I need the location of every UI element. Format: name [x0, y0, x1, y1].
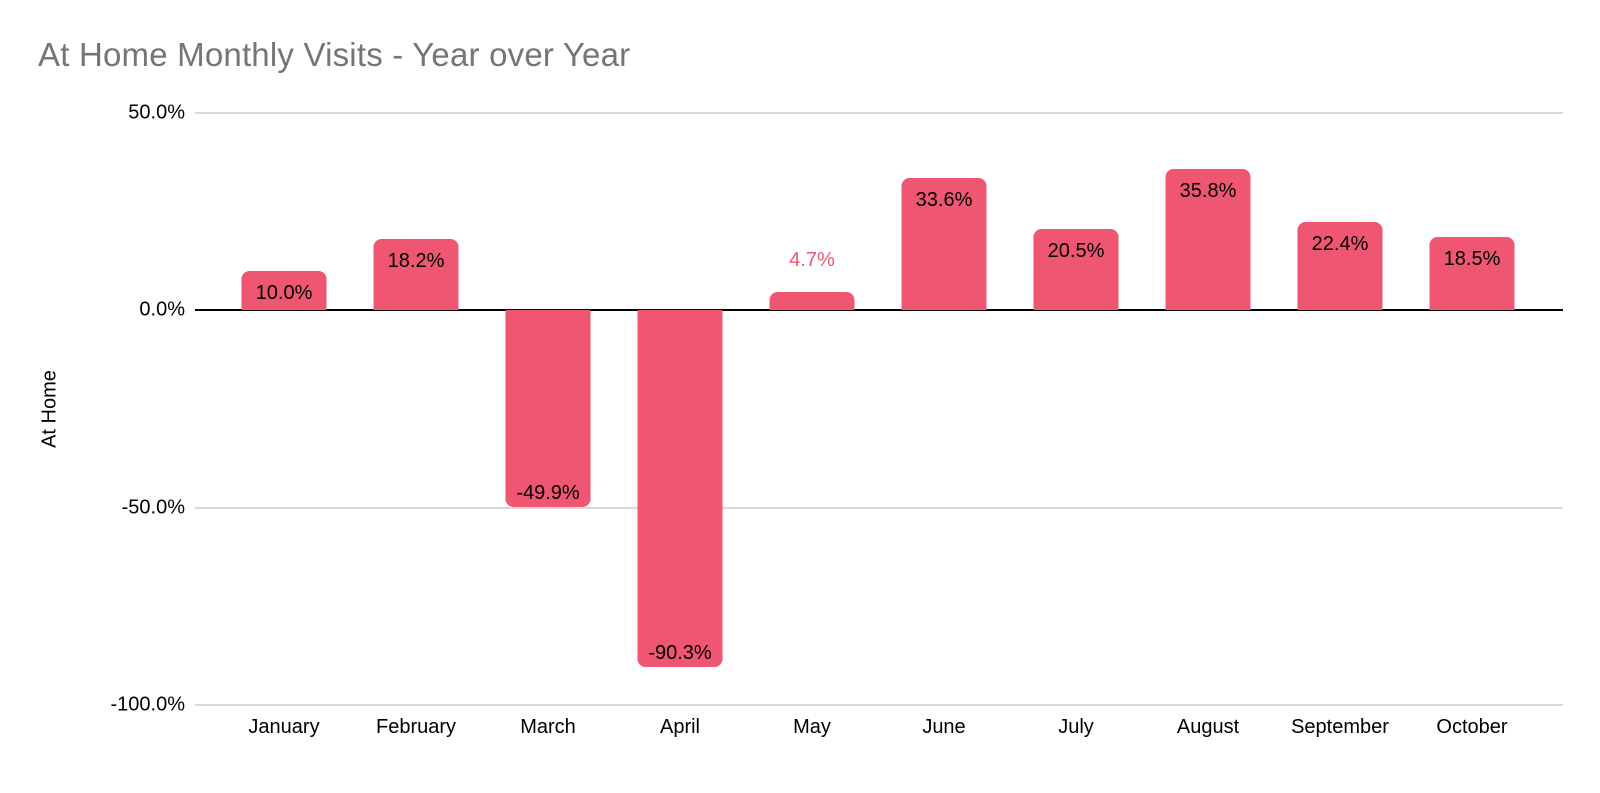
bar-january [241, 270, 327, 311]
bar-value-label-february: 18.2% [387, 249, 445, 272]
bar-value-label-january: 10.0% [255, 281, 313, 304]
x-tick-label-march: March [520, 716, 576, 738]
bar-cell-january: 10.0% [218, 113, 350, 705]
bar-may [769, 291, 855, 311]
y-tick-label: 0.0% [139, 298, 185, 321]
bar-august [1165, 169, 1251, 311]
bar-value-label-april: -90.3% [648, 641, 712, 664]
bar-july [1033, 229, 1119, 311]
bar-cell-september: 22.4% [1274, 113, 1406, 705]
bar-value-label-july: 20.5% [1047, 240, 1105, 263]
bar-value-label-may: 4.7% [789, 248, 835, 271]
x-tick-label-july: July [1058, 716, 1094, 738]
bar-cell-april: -90.3% [614, 113, 746, 705]
x-tick-label-april: April [659, 716, 700, 738]
bar-april [637, 310, 723, 667]
bar-cell-october: 18.5% [1406, 113, 1538, 705]
x-tick-label-may: May [793, 716, 831, 738]
bar-cell-june: 33.6% [878, 113, 1010, 705]
y-tick-label: -50.0% [121, 496, 185, 519]
bar-cell-august: 35.8% [1142, 113, 1274, 705]
x-tick-label-january: January [248, 716, 320, 738]
x-tick-label-october: October [1436, 716, 1508, 738]
y-tick-label: 50.0% [128, 101, 185, 124]
x-tick-label-june: June [922, 716, 966, 738]
bar-value-label-september: 22.4% [1311, 232, 1369, 255]
y-axis-title: At Home [38, 370, 61, 448]
y-tick-label: -100.0% [110, 693, 186, 716]
gridline [195, 704, 1563, 706]
x-tick-label-september: September [1291, 716, 1389, 738]
bar-value-label-march: -49.9% [516, 482, 580, 505]
zero-axis-line [195, 309, 1563, 312]
bar-february [373, 238, 459, 311]
bar-october [1429, 237, 1515, 311]
gridline [195, 506, 1563, 509]
bar-value-label-august: 35.8% [1179, 180, 1237, 203]
bar-cell-july: 20.5% [1010, 113, 1142, 705]
bar-june [901, 177, 987, 311]
x-tick-label-august: August [1176, 716, 1240, 738]
bar-cell-march: -49.9% [482, 113, 614, 705]
bar-cell-may: 4.7% [746, 113, 878, 705]
gridline [195, 112, 1563, 114]
x-tick-label-february: February [375, 716, 457, 738]
bar-value-label-june: 33.6% [915, 188, 973, 211]
bar-september [1297, 221, 1383, 311]
x-axis-labels: January February March April May June July Augu… [218, 715, 1538, 739]
bar-march [505, 310, 591, 508]
bars-row: 10.0% 18.2% -49.9% -90.3% 4.7% 33.6% 20.5% 35.8… [218, 113, 1538, 705]
bar-cell-february: 18.2% [350, 113, 482, 705]
plot-area: 10.0% 18.2% -49.9% -90.3% 4.7% 33.6% 20.5% 35.8… [111, 102, 1563, 716]
chart-title: At Home Monthly Visits - Year over Year [38, 36, 631, 73]
bar-value-label-october: 18.5% [1443, 248, 1501, 271]
